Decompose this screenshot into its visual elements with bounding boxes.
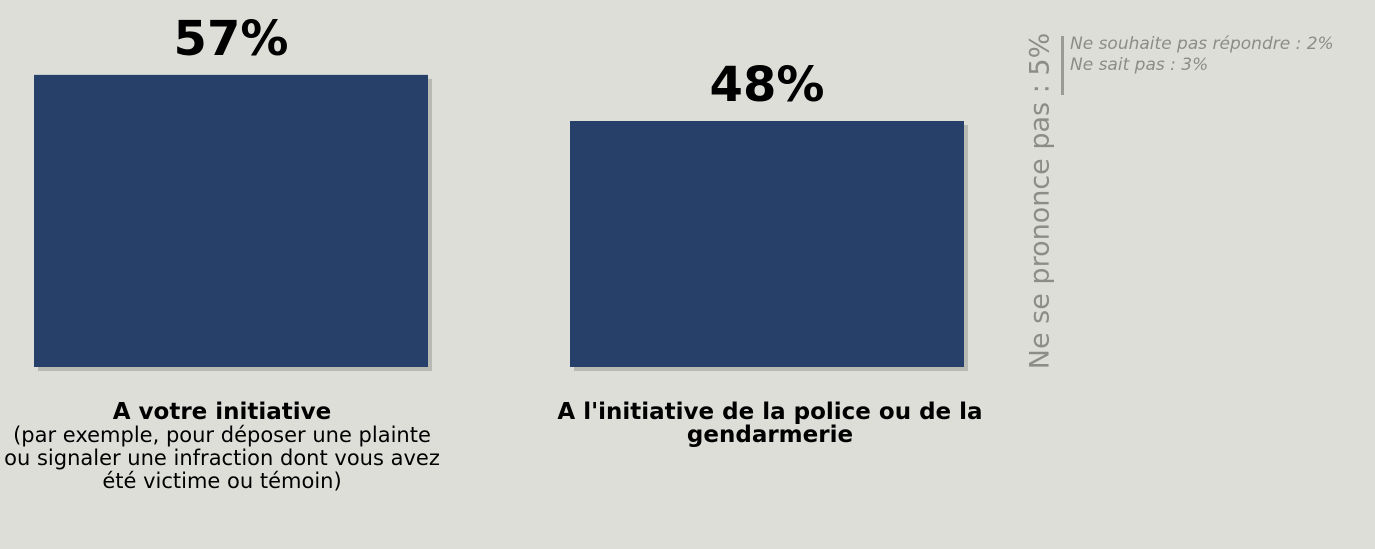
no-answer-detail-dont-know: Ne sait pas : 3%: [1070, 55, 1209, 75]
bars-layer: [34, 74, 968, 371]
no-answer-divider: [1061, 36, 1064, 95]
no-answer-details: Ne souhaite pas répondre : 2% Ne sait pa…: [1070, 34, 1334, 76]
category-subtitle: (par exemple, pour déposer une plainte o…: [4, 423, 440, 493]
category-label-police-initiative: A l'initiative de la police ou de la gen…: [520, 401, 1020, 447]
value-labels-layer: 57% 48%: [174, 11, 825, 113]
bar-own-initiative: [34, 74, 428, 367]
category-title: A l'initiative de la police ou de la gen…: [557, 399, 983, 448]
no-answer-detail-refuse: Ne souhaite pas répondre : 2%: [1070, 34, 1334, 54]
value-label-police-initiative: 48%: [710, 57, 825, 113]
no-answer-total-label: Ne se prononce pas : 5%: [1024, 32, 1056, 370]
category-title: A votre initiative: [112, 399, 332, 425]
bar-police-initiative: [570, 121, 964, 367]
value-label-own-initiative: 57%: [174, 11, 289, 67]
category-label-own-initiative: A votre initiative (par exemple, pour dé…: [2, 401, 442, 493]
